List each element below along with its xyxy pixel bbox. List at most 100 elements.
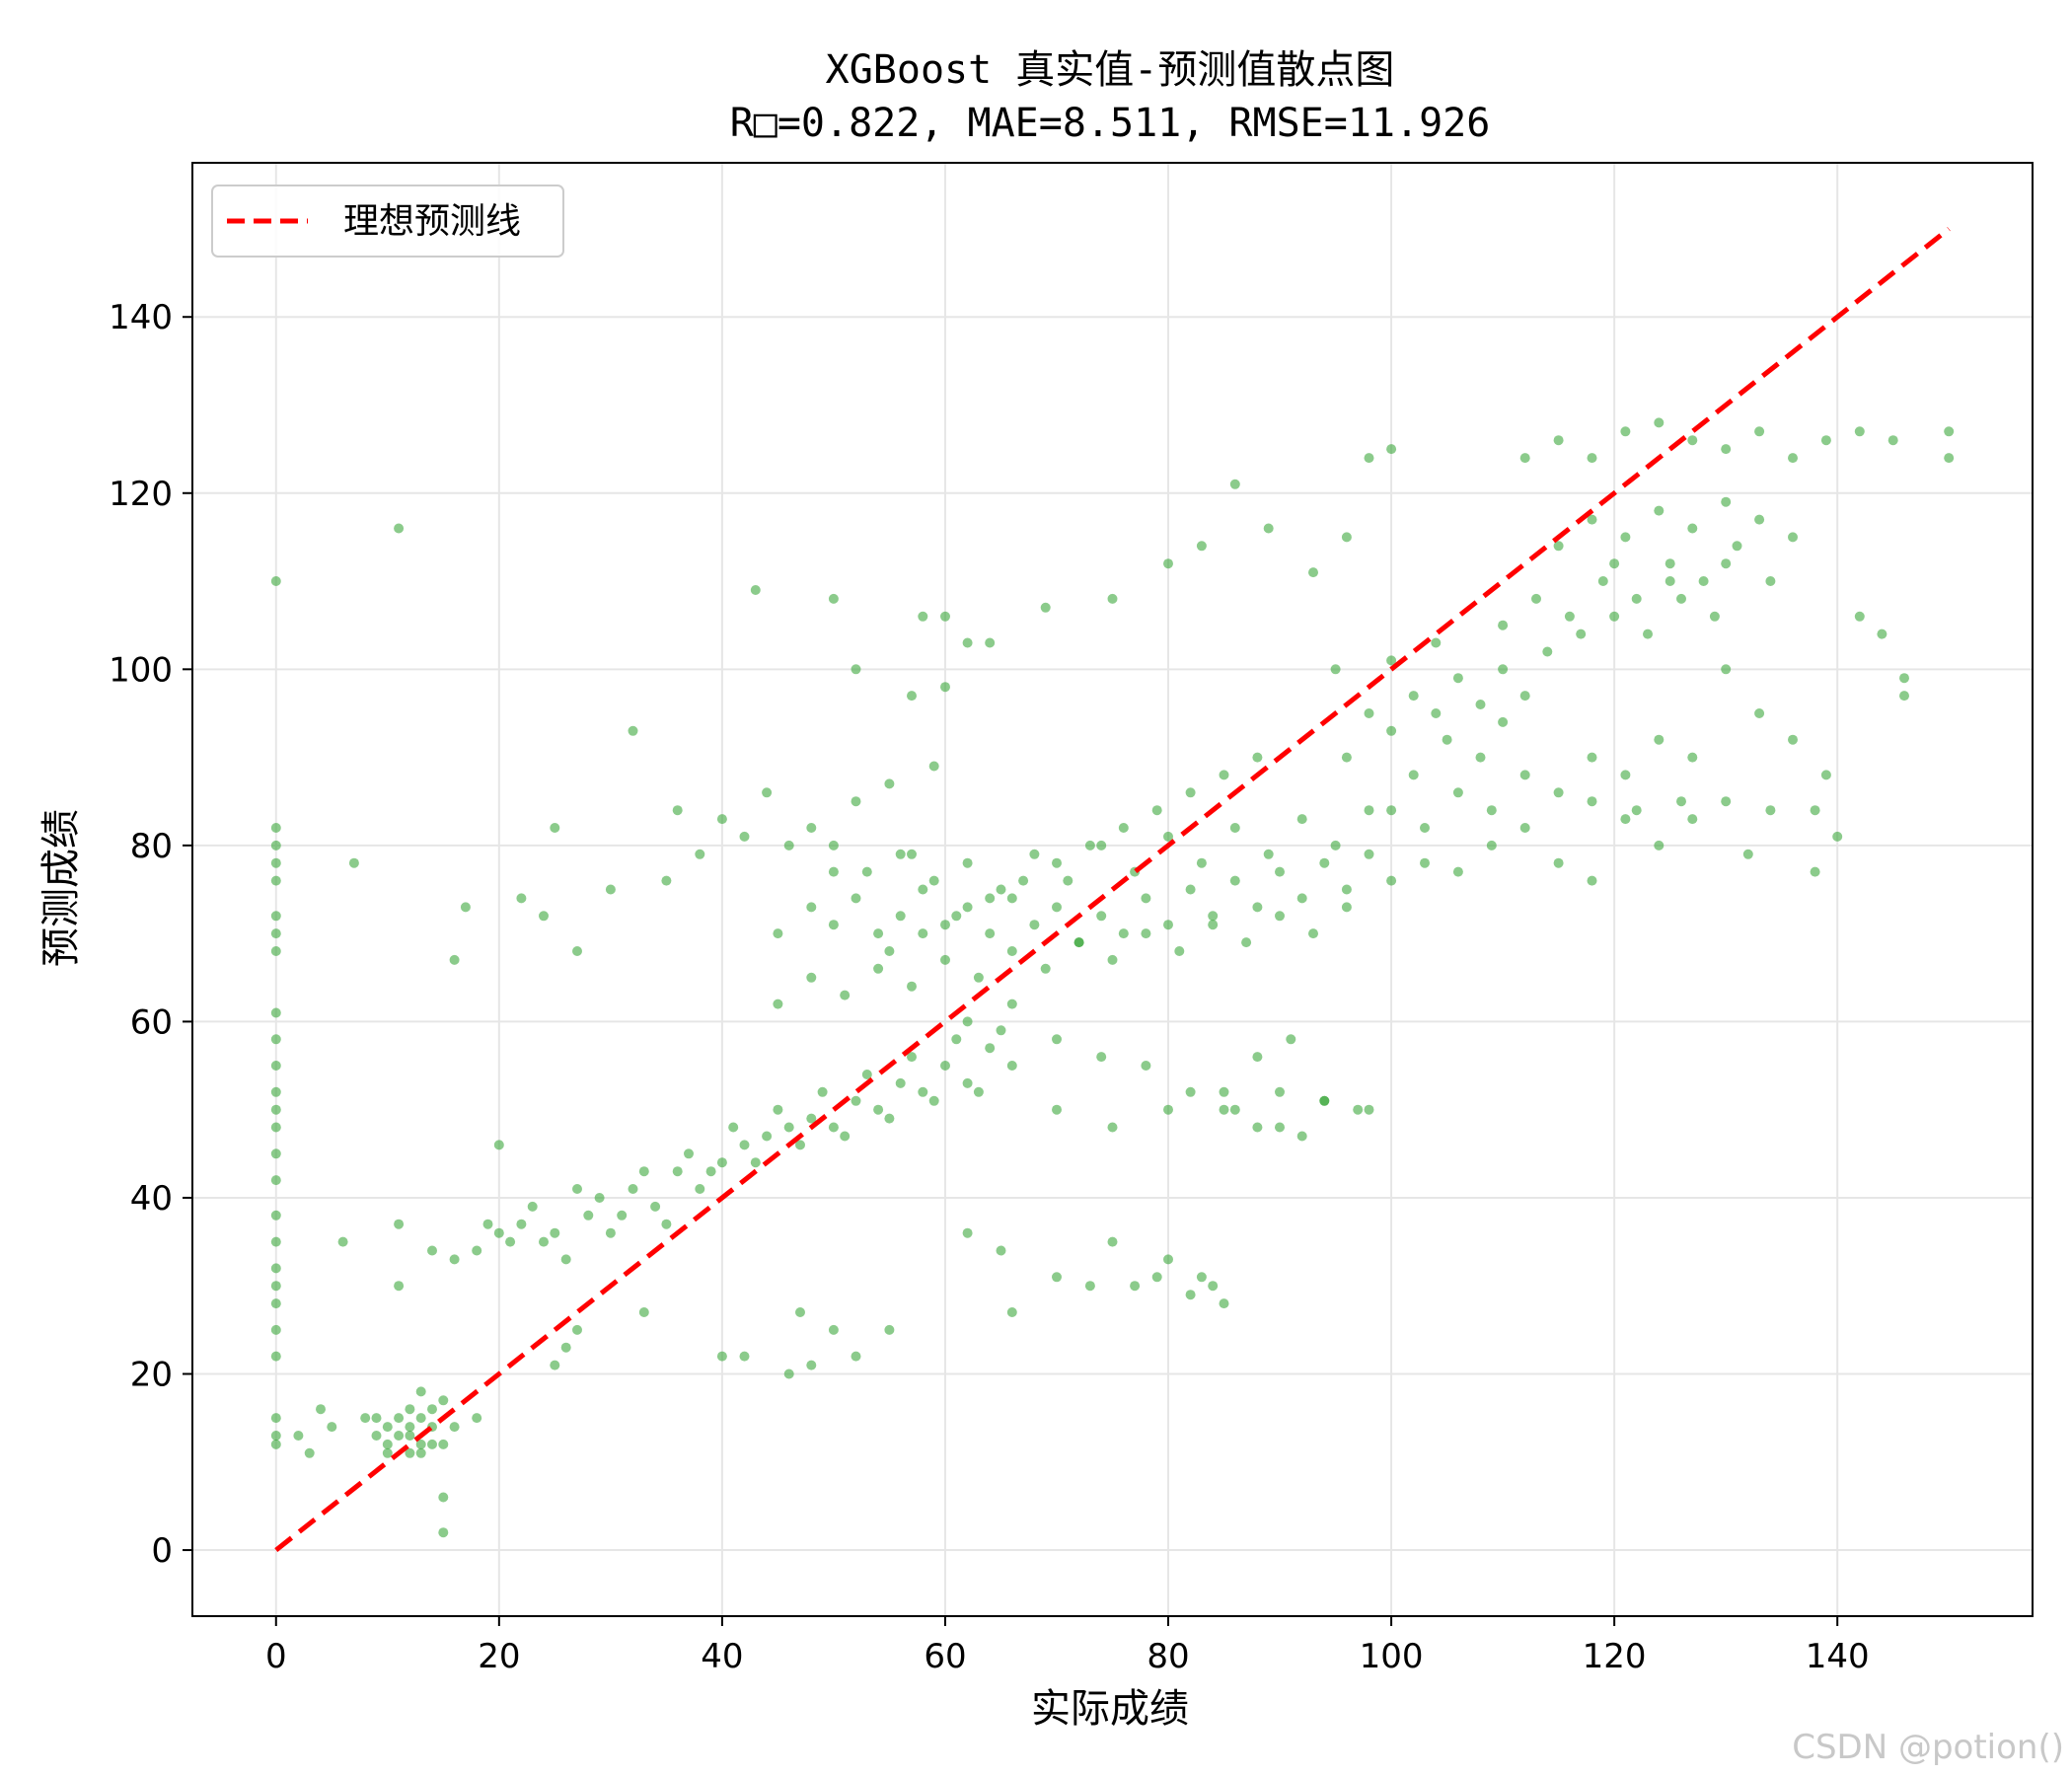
data-point <box>415 1439 426 1449</box>
data-point <box>1330 840 1341 851</box>
data-point <box>1854 426 1865 437</box>
data-point <box>572 1324 582 1335</box>
y-tick-label: 80 <box>130 827 173 866</box>
data-point <box>1854 611 1865 622</box>
data-point <box>382 1447 393 1458</box>
data-point <box>560 1342 571 1353</box>
data-point <box>449 1254 460 1265</box>
data-point <box>449 954 460 965</box>
data-point <box>1330 664 1341 675</box>
data-point <box>739 1140 750 1150</box>
data-point <box>762 1131 773 1142</box>
data-point <box>1006 1307 1017 1317</box>
chart-title: XGBoost 真实值-预测值散点图 <box>826 47 1395 93</box>
data-point <box>1687 435 1698 446</box>
data-point <box>1341 902 1352 913</box>
data-point <box>1084 840 1095 851</box>
data-point <box>1018 875 1029 886</box>
data-point <box>851 893 861 904</box>
data-point <box>1519 691 1530 702</box>
data-point <box>661 875 672 886</box>
data-point <box>1386 725 1397 736</box>
data-point <box>1196 541 1207 552</box>
data-point <box>1408 691 1419 702</box>
data-point <box>1620 814 1631 825</box>
data-point <box>962 1016 973 1027</box>
data-point <box>605 1227 616 1238</box>
data-point <box>783 1369 794 1379</box>
data-point <box>1263 849 1274 859</box>
data-point <box>638 1307 649 1317</box>
data-point <box>1486 840 1497 851</box>
data-point <box>1899 691 1909 702</box>
data-point <box>617 1210 628 1221</box>
data-point <box>1609 558 1620 569</box>
data-point <box>851 796 861 807</box>
data-point <box>415 1386 426 1397</box>
data-point <box>940 682 950 693</box>
data-point <box>270 1122 281 1133</box>
data-point <box>270 1210 281 1221</box>
data-point <box>1386 805 1397 816</box>
data-point <box>1721 796 1732 807</box>
data-point <box>672 1166 683 1177</box>
y-tick-label: 40 <box>130 1179 173 1219</box>
data-point <box>516 893 527 904</box>
data-point <box>1788 532 1798 543</box>
data-point <box>1820 770 1831 780</box>
data-point <box>973 972 984 983</box>
data-point <box>1475 700 1486 709</box>
data-point <box>940 1061 950 1071</box>
data-point <box>1587 796 1597 807</box>
data-point <box>773 999 783 1009</box>
data-point <box>907 849 917 859</box>
data-point <box>851 664 861 675</box>
data-point <box>415 1447 426 1458</box>
data-point <box>1208 911 1219 922</box>
data-point <box>1665 576 1675 586</box>
data-point <box>828 1324 839 1335</box>
data-point <box>1944 453 1955 464</box>
data-point <box>873 963 884 974</box>
data-point <box>773 1104 783 1115</box>
data-point <box>695 1184 705 1194</box>
data-point <box>638 1166 649 1177</box>
data-point <box>840 990 851 1000</box>
data-point <box>1006 946 1017 956</box>
data-point <box>1732 541 1742 552</box>
y-tick-label: 100 <box>109 650 173 690</box>
data-point <box>1386 444 1397 455</box>
data-point <box>438 1527 449 1538</box>
data-point <box>773 928 783 939</box>
data-point <box>1241 937 1252 948</box>
data-point <box>270 1439 281 1449</box>
data-point <box>918 1086 928 1097</box>
data-point <box>1442 734 1452 745</box>
data-point <box>1308 567 1318 578</box>
data-point <box>895 1077 906 1088</box>
data-point <box>583 1210 594 1221</box>
data-point <box>806 972 817 983</box>
data-point <box>684 1148 694 1159</box>
y-tick-label: 0 <box>151 1531 173 1571</box>
data-point <box>1687 752 1698 763</box>
data-point <box>572 1184 582 1194</box>
data-point <box>907 1052 917 1063</box>
data-point <box>705 1166 716 1177</box>
data-point <box>661 1219 672 1229</box>
data-point <box>1296 1131 1307 1142</box>
data-point <box>1219 1298 1229 1309</box>
data-point <box>1452 673 1463 684</box>
x-tick-label: 20 <box>478 1637 520 1676</box>
ideal-prediction-line <box>274 226 1951 1553</box>
data-point <box>482 1219 493 1229</box>
data-point <box>1631 805 1642 816</box>
data-point <box>1754 426 1765 437</box>
data-point <box>1029 849 1040 859</box>
data-point <box>1174 946 1185 956</box>
data-point <box>695 849 705 859</box>
data-point <box>1810 805 1820 816</box>
data-point <box>1252 752 1263 763</box>
data-point <box>1587 453 1597 464</box>
